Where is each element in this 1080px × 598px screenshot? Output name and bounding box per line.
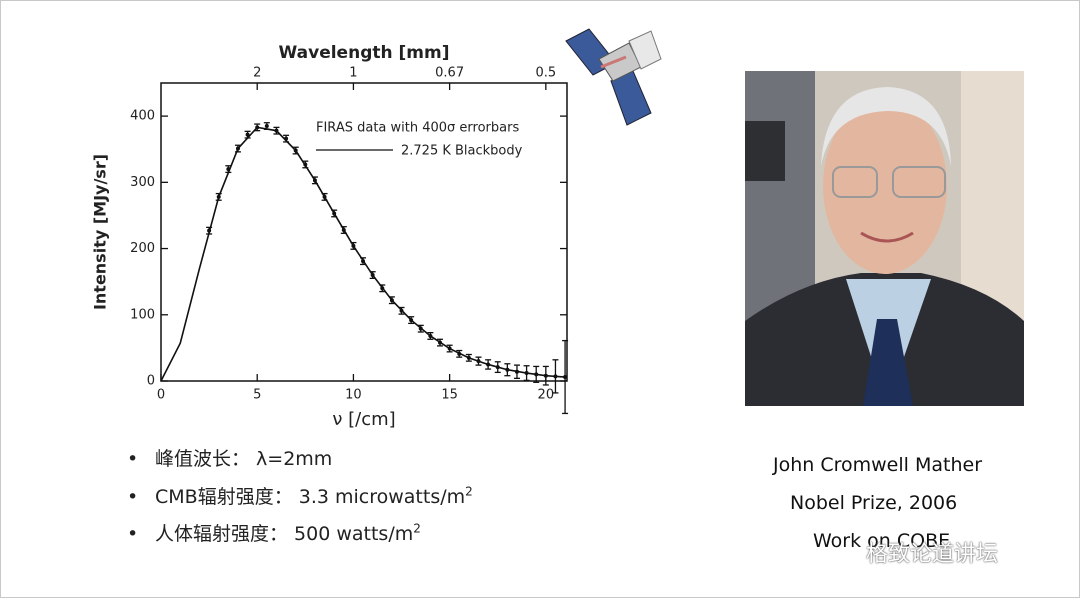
- satellite-icon: [565, 28, 662, 126]
- x2-axis-label: Wavelength [mm]: [279, 43, 450, 63]
- bullet-sup: 2: [413, 521, 421, 536]
- plot-frame: [160, 82, 568, 382]
- data-line: [160, 126, 566, 382]
- x2-tick-label: 0.5: [535, 66, 556, 81]
- x-tick-label: 0: [157, 388, 165, 403]
- legend-label: FIRAS data with 400σ errorbars: [316, 121, 519, 136]
- bullet-text: 峰值波长： λ=2mm: [155, 448, 333, 470]
- bullet: • CMB辐射强度： 3.3 microwatts/m2: [127, 484, 473, 508]
- y-tick-label: 300: [130, 175, 155, 190]
- bullet-text: CMB辐射强度： 3.3 microwatts/m: [155, 486, 466, 508]
- bullet-sup: 2: [465, 484, 473, 499]
- x-axis-label: ν [/cm]: [332, 409, 395, 430]
- x-tick-label: 15: [441, 388, 458, 403]
- y-tick-label: 0: [147, 374, 155, 389]
- x-tick-label: 5: [253, 388, 261, 403]
- x-tick-label: 10: [345, 388, 362, 403]
- y-tick-label: 200: [130, 241, 155, 256]
- bullet: • 人体辐射强度： 500 watts/m2: [127, 521, 421, 545]
- caption-line: Nobel Prize, 2006: [790, 492, 958, 514]
- portrait-photo: [745, 71, 1024, 406]
- watermark: 格致论道讲坛: [866, 542, 999, 567]
- y-axis-label: Intensity [MJy/sr]: [91, 154, 110, 310]
- y-tick-label: 400: [130, 109, 155, 124]
- y-tick-label: 100: [130, 307, 155, 322]
- bullet-text: 人体辐射强度： 500 watts/m: [155, 523, 414, 545]
- caption-line: John Cromwell Mather: [773, 454, 982, 476]
- x2-tick-label: 1: [349, 66, 357, 81]
- x2-tick-label: 0.67: [435, 66, 464, 81]
- legend-label: 2.725 K Blackbody: [401, 144, 523, 159]
- data-point: [245, 132, 250, 137]
- x-tick-label: 20: [538, 388, 555, 403]
- x2-tick-label: 2: [253, 66, 261, 81]
- caption-line: Work on COBE: [813, 530, 951, 552]
- bullet: • 峰值波长： λ=2mm: [127, 448, 333, 470]
- data-point: [264, 124, 269, 129]
